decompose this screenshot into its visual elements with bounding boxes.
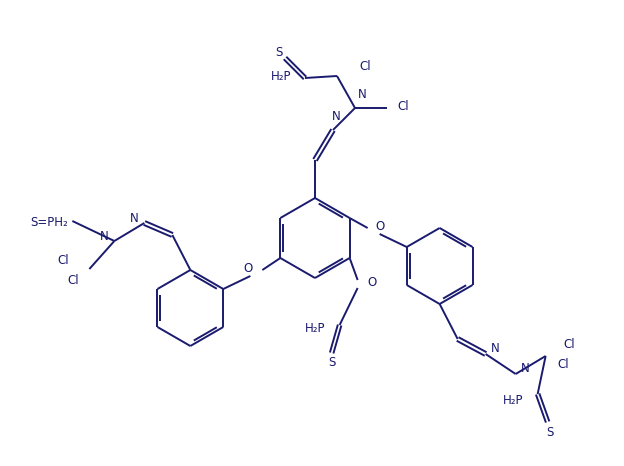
Text: N: N	[520, 363, 529, 376]
Text: S=PH₂: S=PH₂	[31, 217, 69, 229]
Text: S: S	[275, 46, 283, 59]
Text: Cl: Cl	[558, 357, 569, 370]
Text: O: O	[243, 262, 252, 275]
Text: Cl: Cl	[397, 100, 409, 112]
Text: N: N	[100, 229, 109, 242]
Text: S: S	[328, 356, 335, 370]
Text: N: N	[331, 110, 340, 123]
Text: H₂P: H₂P	[305, 322, 326, 336]
Text: O: O	[368, 276, 377, 289]
Text: O: O	[376, 220, 385, 233]
Text: N: N	[358, 88, 367, 101]
Text: Cl: Cl	[68, 274, 79, 288]
Text: H₂P: H₂P	[503, 393, 524, 406]
Text: Cl: Cl	[58, 254, 69, 267]
Text: S: S	[546, 425, 553, 439]
Text: Cl: Cl	[563, 337, 575, 350]
Text: N: N	[130, 212, 139, 225]
Text: Cl: Cl	[359, 60, 371, 73]
Text: H₂P: H₂P	[270, 69, 291, 82]
Text: N: N	[490, 343, 499, 356]
